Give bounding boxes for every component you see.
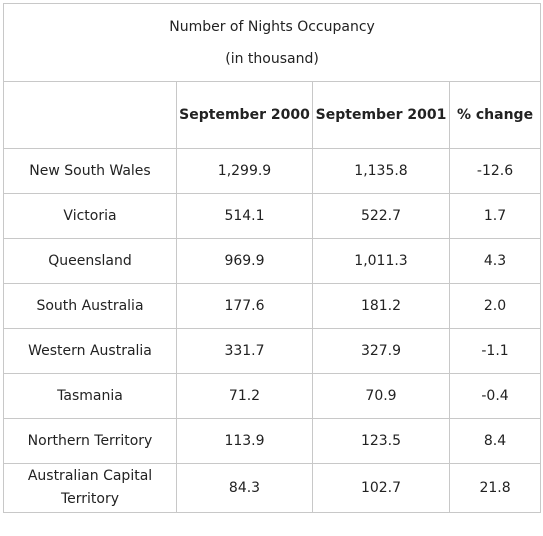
pct-change-cell: -12.6	[448, 148, 542, 194]
region-cell: Queensland	[3, 238, 177, 284]
sep-2000-cell: 1,299.9	[176, 148, 313, 194]
region-cell: Western Australia	[3, 328, 177, 374]
table-row: Northern Territory 113.9 123.5 8.4	[3, 418, 542, 464]
table-row: Australian Capital Territory 84.3 102.7 21.…	[3, 463, 542, 513]
pct-change-cell: 2.0	[448, 283, 542, 329]
header-sep-2001: September 2001	[312, 81, 450, 149]
sep-2000-cell: 113.9	[176, 418, 313, 464]
title-cell: Number of Nights Occupancy (in thousand)	[2, 3, 542, 82]
sep-2000-cell: 331.7	[176, 328, 313, 374]
header-pct-change: % change	[448, 81, 542, 149]
region-cell: Victoria	[3, 193, 177, 239]
header-sep-2000: September 2000	[176, 81, 313, 149]
sep-2001-cell: 123.5	[312, 418, 450, 464]
sep-2001-cell: 181.2	[312, 283, 450, 329]
table-row: South Australia 177.6 181.2 2.0	[3, 283, 542, 329]
sep-2001-cell: 1,135.8	[312, 148, 450, 194]
title-row: Number of Nights Occupancy (in thousand)	[2, 3, 542, 82]
sep-2001-cell: 327.9	[312, 328, 450, 374]
region-cell: Tasmania	[3, 373, 177, 419]
occupancy-table: Number of Nights Occupancy (in thousand)…	[2, 3, 542, 513]
header-row: September 2000 September 2001 % change	[3, 81, 542, 149]
table-row: Western Australia 331.7 327.9 -1.1	[3, 328, 542, 374]
table-subtitle: (in thousand)	[225, 50, 319, 67]
pct-change-cell: 4.3	[448, 238, 542, 284]
pct-change-cell: -1.1	[448, 328, 542, 374]
pct-change-cell: -0.4	[448, 373, 542, 419]
table-row: Queensland 969.9 1,011.3 4.3	[3, 238, 542, 284]
region-cell: Northern Territory	[3, 418, 177, 464]
sep-2001-cell: 522.7	[312, 193, 450, 239]
region-cell: South Australia	[3, 283, 177, 329]
sep-2000-cell: 84.3	[176, 463, 313, 513]
header-blank	[3, 81, 177, 149]
table-row: Tasmania 71.2 70.9 -0.4	[3, 373, 542, 419]
table-title: Number of Nights Occupancy	[169, 18, 375, 35]
sep-2001-cell: 1,011.3	[312, 238, 450, 284]
sep-2000-cell: 514.1	[176, 193, 313, 239]
sep-2000-cell: 969.9	[176, 238, 313, 284]
sep-2000-cell: 71.2	[176, 373, 313, 419]
pct-change-cell: 1.7	[448, 193, 542, 239]
sep-2001-cell: 102.7	[312, 463, 450, 513]
region-cell: New South Wales	[3, 148, 177, 194]
pct-change-cell: 21.8	[448, 463, 542, 513]
table-row: Victoria 514.1 522.7 1.7	[3, 193, 542, 239]
region-cell: Australian Capital Territory	[3, 463, 177, 513]
pct-change-cell: 8.4	[448, 418, 542, 464]
sep-2001-cell: 70.9	[312, 373, 450, 419]
table-row: New South Wales 1,299.9 1,135.8 -12.6	[3, 148, 542, 194]
sep-2000-cell: 177.6	[176, 283, 313, 329]
